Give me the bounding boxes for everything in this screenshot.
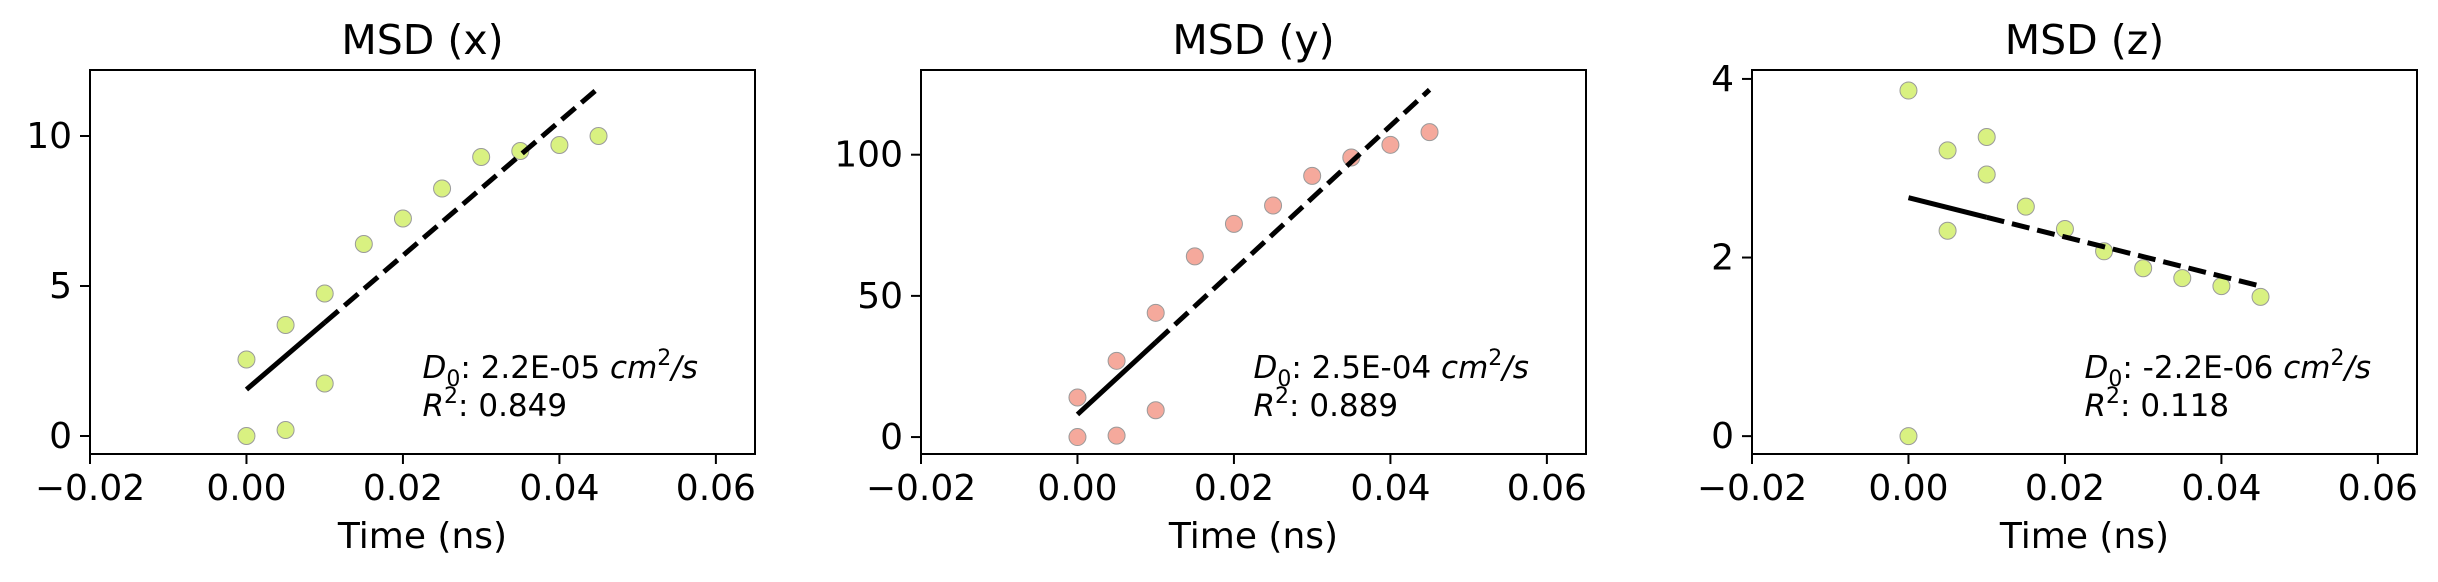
- data-point: [1068, 388, 1087, 407]
- annotation-d0: D0: 2.5E-04 cm2/s: [1254, 346, 1529, 392]
- data-point: [2016, 197, 2035, 216]
- data-point: [1899, 81, 1918, 100]
- x-tick-label: 0.04: [2181, 468, 2261, 509]
- y-tick-label: 2: [1711, 238, 1734, 279]
- x-tick-label: −0.02: [35, 468, 145, 509]
- data-point: [1977, 127, 1996, 146]
- fit-line-solid: [1075, 340, 1158, 417]
- annotation-d0: D0: -2.2E-06 cm2/s: [2085, 346, 2372, 392]
- data-point: [1107, 351, 1126, 370]
- y-tick-label: 100: [834, 135, 903, 176]
- data-point: [393, 209, 412, 228]
- x-tick-label: 0.02: [1194, 468, 1274, 509]
- data-point: [472, 148, 491, 166]
- annotation-d0: D0: 2.2E-05 cm2/s: [423, 346, 698, 392]
- annotation-r2: R2: 0.849: [423, 384, 568, 424]
- x-tick-label: 0.02: [363, 468, 443, 509]
- data-point: [354, 235, 373, 253]
- y-tick-label: 0: [880, 417, 903, 458]
- data-point: [1381, 135, 1400, 154]
- x-axis-label: Time (ns): [1999, 516, 2169, 557]
- x-tick-label: 0.02: [2025, 468, 2105, 509]
- x-tick-label: 0.04: [519, 468, 599, 509]
- y-tick-label: 50: [857, 276, 903, 317]
- data-point: [2134, 259, 2153, 278]
- data-point: [276, 421, 295, 439]
- data-point: [1938, 141, 1957, 160]
- data-point: [1224, 214, 1243, 233]
- x-tick-label: 0.06: [1507, 468, 1587, 509]
- chart-title: MSD (x): [341, 16, 503, 64]
- data-point: [1185, 247, 1204, 266]
- data-point: [2173, 269, 2192, 288]
- plot-frame: [89, 69, 756, 455]
- data-point: [315, 374, 334, 393]
- y-tick-label: 4: [1711, 59, 1734, 100]
- data-point: [237, 350, 256, 369]
- data-point: [1264, 196, 1283, 215]
- x-axis-label: Time (ns): [337, 516, 507, 557]
- x-tick-label: −0.02: [1697, 468, 1807, 509]
- x-tick-label: 0.04: [1350, 468, 1430, 509]
- data-point: [1146, 401, 1165, 420]
- data-point: [1146, 303, 1165, 322]
- x-axis-label: Time (ns): [1168, 516, 1338, 557]
- x-tick-label: 0.00: [206, 468, 286, 509]
- y-tick-label: 0: [1711, 416, 1734, 457]
- data-point: [1303, 166, 1322, 185]
- x-tick-label: 0.06: [2338, 468, 2418, 509]
- data-point: [1107, 426, 1126, 445]
- y-tick-label: 0: [49, 416, 72, 457]
- data-point: [589, 127, 608, 145]
- fit-line-dashed: [1154, 87, 1432, 345]
- chart-title: MSD (y): [1172, 16, 1334, 64]
- x-tick-label: 0.00: [1868, 468, 1948, 509]
- data-point: [2251, 287, 2270, 306]
- y-tick-label: 5: [49, 266, 72, 307]
- x-tick-label: 0.06: [676, 468, 756, 509]
- fit-line-dashed: [1986, 214, 2262, 289]
- data-point: [1068, 428, 1087, 447]
- data-point: [1899, 427, 1918, 446]
- data-point: [1342, 148, 1361, 167]
- fit-line-solid: [1907, 195, 1988, 220]
- chart-panel-1: MSD (x) −0.02 0.00 0.02 0.04 0.06 0 5 10 Time (ns…: [26, 16, 756, 557]
- data-point: [237, 427, 256, 445]
- x-tick-label: −0.02: [866, 468, 976, 509]
- plot-frame: [920, 69, 1587, 455]
- fit-line-solid: [244, 320, 327, 392]
- plot-frame: [1751, 69, 2418, 455]
- chart-title: MSD (z): [2005, 16, 2165, 64]
- data-point: [433, 179, 452, 198]
- data-point: [315, 284, 334, 303]
- data-point: [1977, 165, 1996, 184]
- annotation-r2: R2: 0.118: [2085, 384, 2230, 424]
- data-point: [1938, 221, 1957, 240]
- data-point: [276, 316, 295, 334]
- x-tick-label: 0.00: [1037, 468, 1117, 509]
- chart-panel-3: MSD (z) −0.02 0.00 0.02 0.04 0.06 0 2 4 Time (ns)…: [1697, 16, 2418, 557]
- fit-line-dashed: [323, 86, 601, 325]
- annotation-r2: R2: 0.889: [1254, 384, 1399, 424]
- data-point: [1420, 123, 1439, 142]
- data-point: [550, 136, 569, 154]
- chart-panel-2: MSD (y) −0.02 0.00 0.02 0.04 0.06 0 50 100 Time (…: [834, 16, 1587, 557]
- y-tick-label: 10: [26, 116, 72, 157]
